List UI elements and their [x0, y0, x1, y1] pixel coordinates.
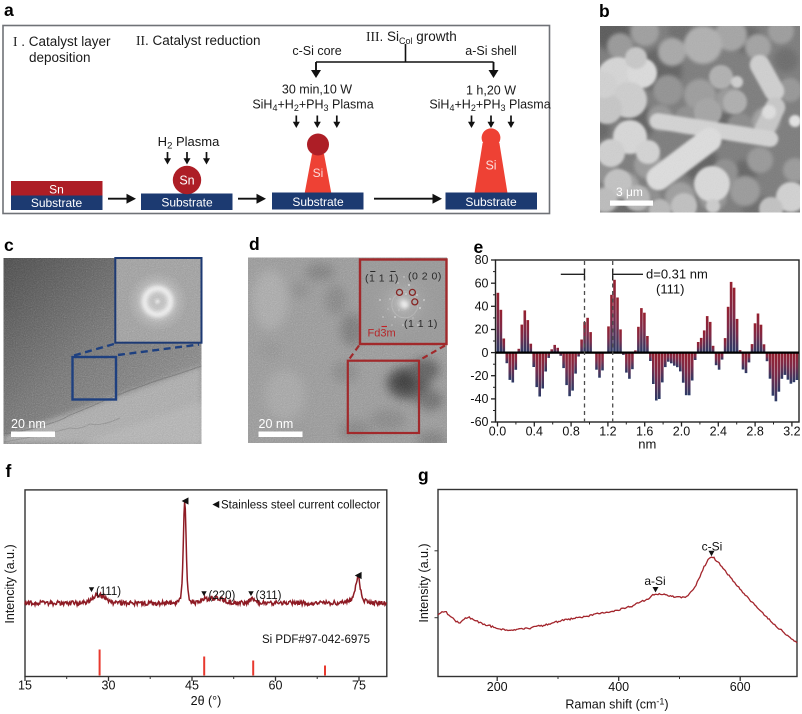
svg-text:Substrate: Substrate	[161, 196, 213, 210]
svg-text:2.0: 2.0	[673, 425, 690, 439]
svg-text:60: 60	[269, 679, 283, 693]
svg-text:(111): (111)	[656, 282, 684, 297]
svg-text:Intensity (a.u.): Intensity (a.u.)	[417, 543, 431, 622]
svg-text:15: 15	[18, 679, 32, 693]
svg-text:Si PDF#97-042-6975: Si PDF#97-042-6975	[262, 634, 370, 646]
svg-text:-40: -40	[470, 392, 488, 406]
svg-text:a-Si: a-Si	[644, 574, 665, 588]
svg-text:Substrate: Substrate	[292, 195, 344, 209]
svg-text:Fd3m: Fd3m	[368, 328, 396, 340]
svg-text:30 min,10 W: 30 min,10 W	[282, 83, 352, 97]
svg-text:0: 0	[482, 346, 489, 360]
svg-text:0.0: 0.0	[489, 425, 506, 439]
svg-text:Raman shift (cm-1): Raman shift (cm-1)	[565, 697, 668, 712]
svg-text:(220): (220)	[209, 590, 236, 602]
svg-text:SiH4+H2+PH3 Plasma: SiH4+H2+PH3 Plasma	[252, 98, 373, 114]
svg-text:a: a	[4, 0, 14, 20]
svg-text:e: e	[474, 237, 484, 257]
svg-text:I . Catalyst layer: I . Catalyst layer	[13, 34, 111, 49]
svg-text:400: 400	[608, 680, 629, 694]
svg-text:II. Catalyst reduction: II. Catalyst reduction	[136, 33, 261, 48]
svg-text:nm: nm	[638, 437, 656, 452]
svg-text:deposition: deposition	[29, 50, 91, 65]
svg-text:(111): (111)	[96, 586, 121, 598]
svg-text:75: 75	[352, 679, 366, 693]
svg-text:Sn: Sn	[49, 183, 64, 197]
svg-text:f: f	[6, 461, 12, 481]
svg-text:20: 20	[475, 323, 489, 337]
svg-text:d: d	[249, 234, 260, 254]
svg-text:-60: -60	[470, 415, 488, 429]
svg-text:1.6: 1.6	[636, 425, 653, 439]
svg-text:45: 45	[185, 679, 199, 693]
svg-text:3.2: 3.2	[783, 425, 800, 439]
svg-text:1 h,20 W: 1 h,20 W	[466, 84, 516, 98]
svg-text:200: 200	[487, 680, 508, 694]
svg-text:Stainless steel current collec: Stainless steel current collector	[221, 500, 380, 512]
svg-text:b: b	[599, 1, 610, 21]
svg-text:(311): (311)	[256, 590, 282, 602]
svg-text:2θ (°): 2θ (°)	[191, 694, 222, 708]
svg-text:d=0.31 nm: d=0.31 nm	[646, 267, 708, 282]
svg-text:60: 60	[475, 276, 489, 290]
svg-text:0.4: 0.4	[526, 425, 543, 439]
svg-text:a-Si shell: a-Si shell	[465, 44, 516, 58]
svg-text:Sn: Sn	[179, 174, 194, 188]
svg-text:c-Si: c-Si	[702, 540, 723, 554]
svg-text:20 nm: 20 nm	[11, 417, 46, 431]
svg-text:30: 30	[102, 679, 116, 693]
svg-text:1.2: 1.2	[599, 425, 616, 439]
svg-text:20 nm: 20 nm	[259, 417, 294, 431]
svg-text:Substrate: Substrate	[31, 196, 83, 210]
svg-text:c-Si core: c-Si core	[292, 44, 341, 58]
svg-text:Si: Si	[313, 166, 324, 180]
svg-text:80: 80	[475, 253, 489, 267]
svg-text:Si: Si	[485, 159, 496, 173]
svg-text:Substrate: Substrate	[465, 195, 517, 209]
svg-text:(1 1 1): (1 1 1)	[365, 273, 399, 285]
svg-text:g: g	[418, 465, 429, 485]
svg-text:Intencity (a.u.): Intencity (a.u.)	[3, 544, 17, 623]
svg-text:-20: -20	[470, 369, 488, 383]
svg-text:2.8: 2.8	[746, 425, 763, 439]
svg-text:600: 600	[730, 680, 751, 694]
svg-text:2.4: 2.4	[710, 425, 727, 439]
svg-text:(0 2 0): (0 2 0)	[408, 271, 442, 283]
svg-text:40: 40	[475, 300, 489, 314]
svg-text:3 μm: 3 μm	[616, 185, 643, 199]
svg-text:(1 1 1): (1 1 1)	[404, 318, 438, 330]
svg-text:0.8: 0.8	[562, 425, 579, 439]
svg-text:SiH4+H2+PH3 Plasma: SiH4+H2+PH3 Plasma	[429, 98, 550, 114]
svg-text:c: c	[4, 235, 14, 255]
svg-text:H2 Plasma: H2 Plasma	[158, 134, 220, 152]
svg-text:III. SiCol growth: III. SiCol growth	[366, 29, 457, 46]
